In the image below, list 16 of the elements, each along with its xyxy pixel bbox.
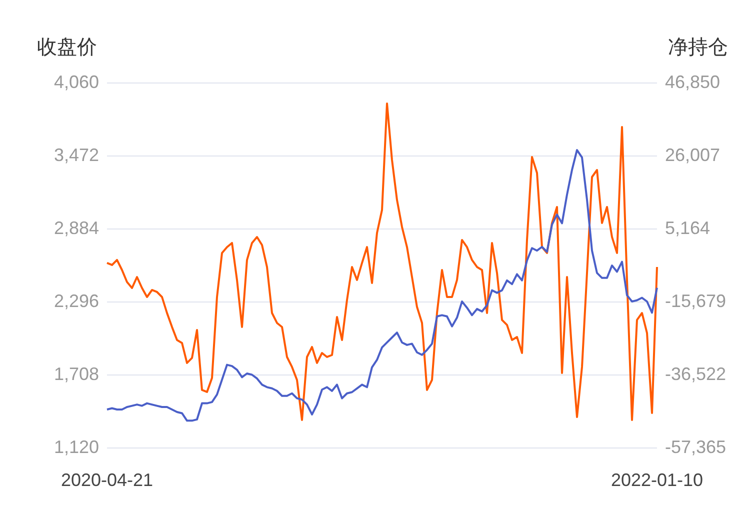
y2-axis-title: 净持仓 — [668, 36, 728, 59]
x-tick-label: 2022-01-10 — [610, 470, 704, 490]
y2-tick-label: -57,365 — [665, 436, 726, 457]
x-tick-label: 2020-04-21 — [60, 470, 154, 490]
y-axis-title: 收盘价 — [37, 36, 97, 59]
y2-tick-label: 26,007 — [665, 144, 720, 165]
y2-tick-label: -36,522 — [665, 364, 726, 384]
y2-tick-label: -15,679 — [665, 290, 726, 311]
y2-tick-label: 46,850 — [665, 72, 720, 92]
y-tick-label: 1,120 — [54, 436, 99, 457]
y-tick-label: 3,472 — [54, 144, 99, 165]
y2-tick-label: 5,164 — [665, 218, 710, 238]
y-tick-label: 4,060 — [54, 72, 99, 92]
y-tick-label: 2,884 — [54, 218, 99, 238]
y-tick-label: 1,708 — [54, 364, 99, 384]
y-tick-label: 2,296 — [54, 290, 99, 311]
